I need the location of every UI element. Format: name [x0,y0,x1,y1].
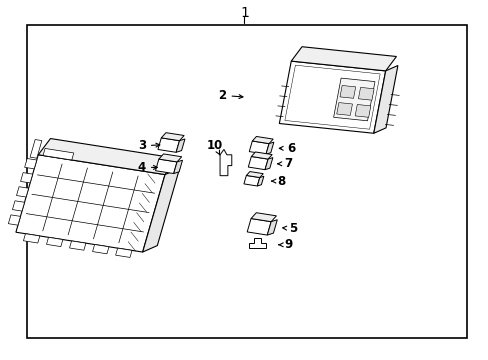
Polygon shape [69,241,86,250]
Polygon shape [339,85,355,98]
Polygon shape [8,215,20,225]
Polygon shape [247,219,270,235]
Polygon shape [279,61,385,133]
Text: 1: 1 [240,6,248,19]
Polygon shape [265,142,273,154]
Polygon shape [264,158,272,170]
Polygon shape [115,248,132,257]
Polygon shape [16,155,164,252]
Polygon shape [20,172,33,183]
Text: 4: 4 [138,161,157,174]
Polygon shape [30,140,42,158]
Polygon shape [12,201,24,211]
Polygon shape [249,238,265,248]
Text: 10: 10 [206,139,223,155]
Polygon shape [158,138,179,152]
Polygon shape [354,104,370,117]
Polygon shape [246,172,263,177]
Text: 6: 6 [279,142,294,155]
Text: 2: 2 [218,89,243,102]
Polygon shape [250,213,276,222]
Polygon shape [257,176,264,186]
Polygon shape [46,237,63,247]
Text: 9: 9 [278,238,292,251]
Text: 7: 7 [277,157,292,170]
Polygon shape [358,87,373,100]
Polygon shape [173,160,182,174]
Polygon shape [267,220,277,235]
Polygon shape [252,136,273,144]
Polygon shape [336,103,352,116]
Bar [27,25,466,338]
Polygon shape [38,139,177,175]
Text: 3: 3 [138,139,160,152]
Polygon shape [291,47,396,71]
Polygon shape [92,244,109,254]
Polygon shape [23,234,40,243]
Text: 8: 8 [271,175,285,188]
Polygon shape [249,141,268,154]
Polygon shape [161,133,184,141]
Polygon shape [17,187,29,197]
Polygon shape [159,154,182,162]
Polygon shape [176,139,184,152]
Polygon shape [43,148,74,160]
Polygon shape [142,168,179,252]
Polygon shape [220,149,231,176]
Polygon shape [244,175,259,186]
Polygon shape [373,66,397,133]
Polygon shape [24,158,37,169]
Polygon shape [251,152,272,159]
Polygon shape [333,78,374,121]
Text: 5: 5 [282,222,297,235]
Polygon shape [248,157,267,170]
Polygon shape [155,159,177,174]
